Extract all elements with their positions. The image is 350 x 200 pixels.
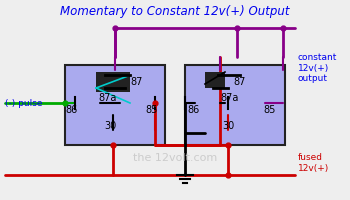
Bar bbox=[65, 65, 165, 145]
Text: 87a: 87a bbox=[221, 93, 239, 103]
Bar bbox=[96, 72, 130, 92]
Text: 85: 85 bbox=[146, 105, 158, 115]
Text: (-) pulse: (-) pulse bbox=[5, 98, 42, 108]
Text: constant
12v(+)
output: constant 12v(+) output bbox=[298, 53, 337, 83]
Text: 86: 86 bbox=[187, 105, 199, 115]
Bar bbox=[205, 72, 225, 88]
Text: fused
12v(+): fused 12v(+) bbox=[298, 153, 329, 173]
Text: Momentary to Constant 12v(+) Output: Momentary to Constant 12v(+) Output bbox=[60, 5, 290, 19]
Bar bbox=[185, 65, 285, 145]
Text: 30: 30 bbox=[222, 121, 234, 131]
Text: 87: 87 bbox=[234, 77, 246, 87]
Text: 30: 30 bbox=[104, 121, 116, 131]
Text: 87: 87 bbox=[130, 77, 142, 87]
Text: 87a: 87a bbox=[99, 93, 117, 103]
Text: 85: 85 bbox=[264, 105, 276, 115]
Text: the 12volt.com: the 12volt.com bbox=[133, 153, 217, 163]
Text: 86: 86 bbox=[66, 105, 78, 115]
